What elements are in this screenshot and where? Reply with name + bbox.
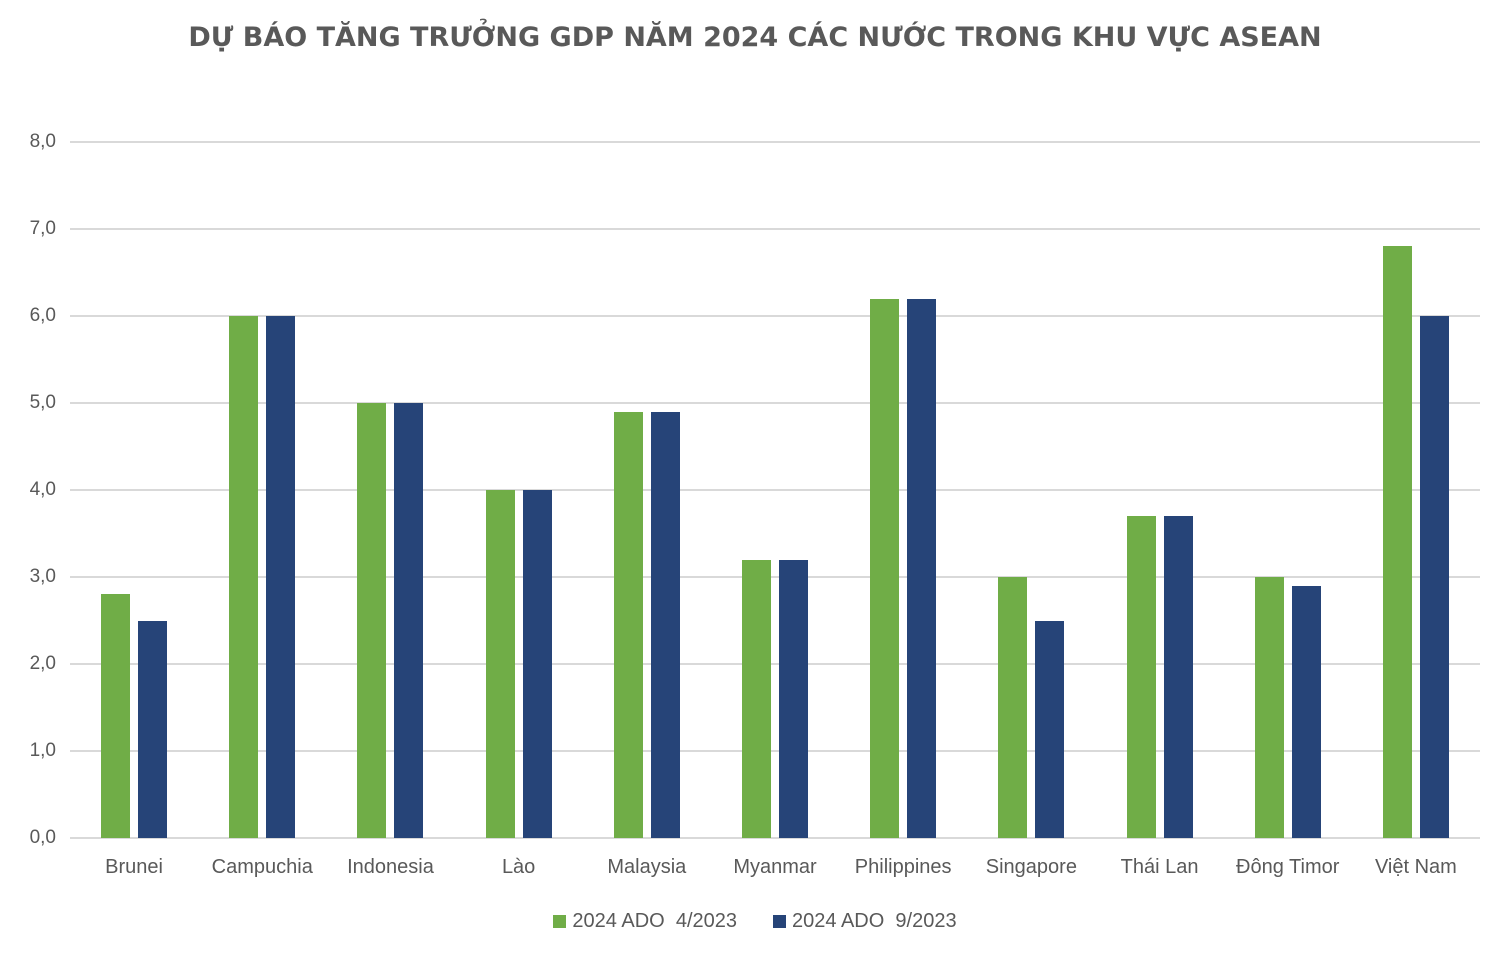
bar[interactable] <box>1163 516 1193 838</box>
bar[interactable] <box>870 298 900 838</box>
legend: 2024 ADO 4/2023 2024 ADO 9/2023 <box>0 910 1510 933</box>
gridline <box>70 315 1480 317</box>
x-tick-label: Campuchia <box>211 856 313 878</box>
legend-label: 2024 ADO 9/2023 <box>792 910 957 932</box>
y-tick-label: 3,0 <box>29 566 56 587</box>
chart-title: DỰ BÁO TĂNG TRƯỞNG GDP NĂM 2024 CÁC NƯỚC… <box>188 22 1322 53</box>
bar[interactable] <box>613 411 643 838</box>
bar[interactable] <box>357 403 387 838</box>
bar[interactable] <box>742 559 771 838</box>
x-tick-label: Malaysia <box>607 856 687 878</box>
gridline <box>70 489 1480 491</box>
x-tick-label: Lào <box>501 856 536 878</box>
gridline <box>70 750 1480 752</box>
legend-label: 2024 ADO 4/2023 <box>572 910 737 932</box>
bar[interactable] <box>998 577 1028 838</box>
bar[interactable] <box>1419 316 1449 838</box>
legend-item[interactable]: 2024 ADO 4/2023 <box>553 910 737 933</box>
x-tick-label: Việt Nam <box>1374 856 1457 878</box>
x-tick-label: Philippines <box>854 856 952 878</box>
bar[interactable] <box>101 594 131 838</box>
y-tick-label: 6,0 <box>29 305 56 326</box>
x-tick-label: Brunei <box>105 856 163 878</box>
bar[interactable] <box>1382 246 1412 838</box>
bar[interactable] <box>907 298 937 838</box>
gridline <box>70 402 1480 404</box>
y-tick-label: 7,0 <box>29 218 56 239</box>
bar[interactable] <box>1254 577 1284 838</box>
y-tick-label: 2,0 <box>29 653 56 674</box>
y-tick-label: 5,0 <box>29 392 56 413</box>
plot-area: 0,0 1,0 2,0 3,0 4,0 5,0 6,0 7,0 8,0 <box>30 131 1480 848</box>
bar[interactable] <box>229 316 259 838</box>
bar[interactable] <box>779 559 808 838</box>
y-tick-label: 0,0 <box>29 827 56 848</box>
bar[interactable] <box>650 411 680 838</box>
bar[interactable] <box>266 316 296 838</box>
x-tick-label: Indonesia <box>347 856 434 878</box>
bar[interactable] <box>1291 585 1321 838</box>
gridline <box>70 576 1480 578</box>
x-tick-label: Đông Timor <box>1236 856 1340 878</box>
gridline <box>70 228 1480 230</box>
bar[interactable] <box>1035 620 1065 838</box>
legend-item[interactable]: 2024 ADO 9/2023 <box>773 910 957 933</box>
gridline <box>70 141 1480 143</box>
x-tick-label: Myanmar <box>733 856 817 878</box>
gridline <box>70 663 1480 665</box>
bar[interactable] <box>138 620 168 838</box>
legend-swatch-icon <box>553 915 567 928</box>
y-tick-label: 4,0 <box>29 479 56 500</box>
y-tick-label: 1,0 <box>29 740 56 761</box>
legend-swatch-icon <box>773 915 786 928</box>
x-tick-label: Singapore <box>985 856 1077 878</box>
y-tick-label: 8,0 <box>29 131 56 152</box>
bar[interactable] <box>485 490 515 838</box>
bar[interactable] <box>522 490 552 838</box>
x-tick-label: Thái Lan <box>1120 856 1199 878</box>
gridline <box>70 837 1480 839</box>
bar[interactable] <box>1126 516 1156 838</box>
bar[interactable] <box>394 403 424 838</box>
